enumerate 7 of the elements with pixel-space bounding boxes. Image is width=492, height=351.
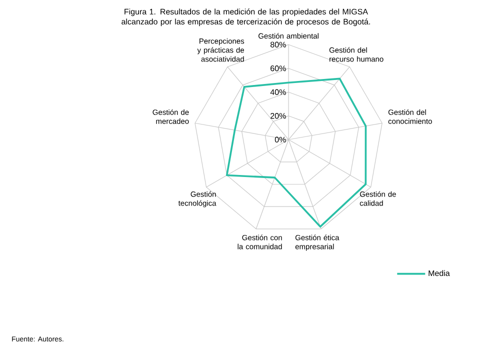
y-tick-label: 0% (274, 136, 286, 142)
y-tick-label: 40% (270, 89, 286, 95)
y-tick-label: 60% (270, 66, 286, 72)
legend-label: Media (428, 270, 450, 276)
chart-title: Figura 1. Resultados de la medición de las propiedades del MIGSA alcanzado por las empresas de tercerización de procesos de Bogotá. (122, 8, 370, 26)
y-tick-label: 20% (270, 113, 286, 119)
y-tick-label: 80% (270, 42, 286, 48)
